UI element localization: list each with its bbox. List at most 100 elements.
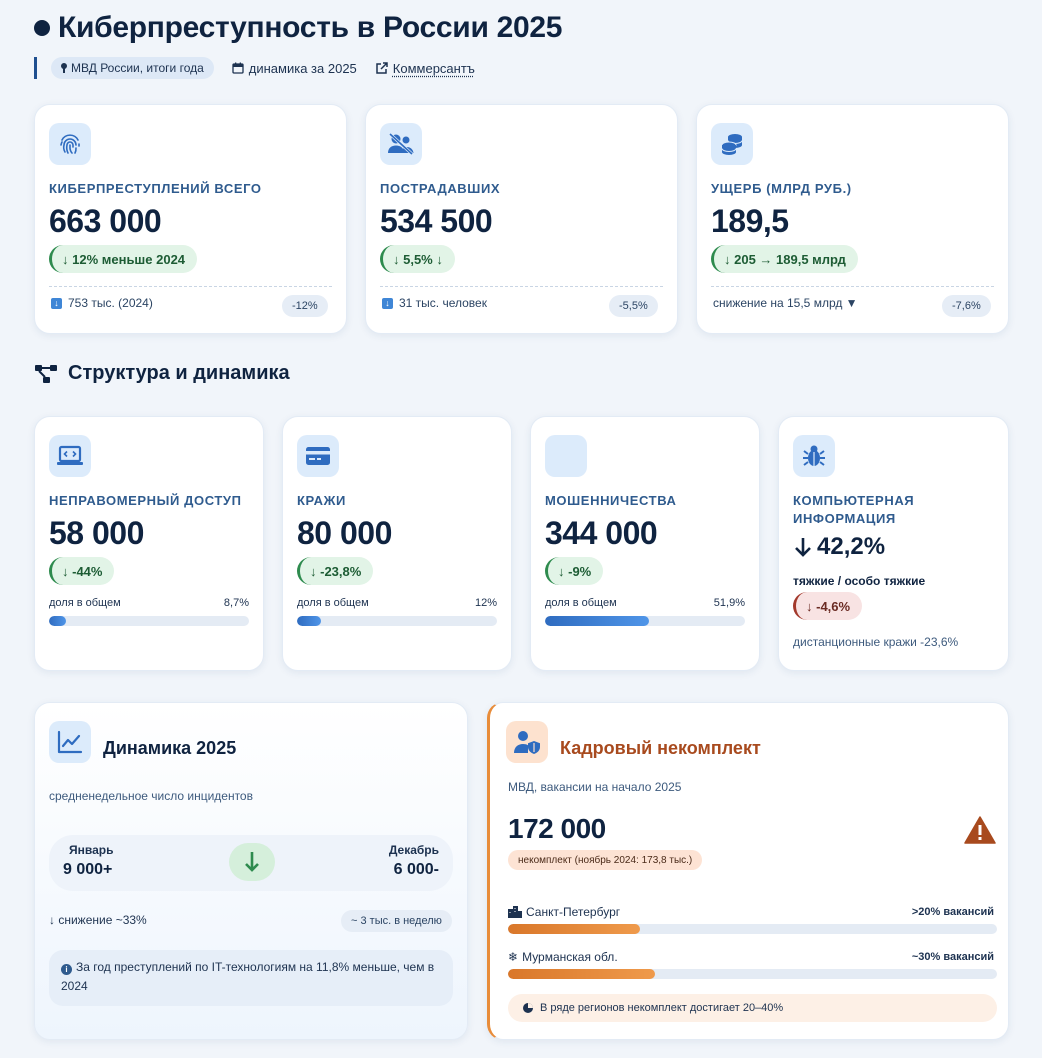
structure-label-line2: ИНФОРМАЦИЯ [793, 511, 896, 526]
title-bullet [34, 20, 50, 36]
kpi-footnote: ↓ 753 тыс. (2024) [51, 296, 153, 310]
section-heading: Структура и динамика [34, 362, 290, 385]
section-title: Структура и динамика [68, 362, 290, 384]
down-arrow-icon: ↓ [51, 297, 62, 309]
kpi-change-chip: ↓ 5,5% ↓ [380, 245, 455, 273]
kpi-value: 534 500 [380, 203, 493, 239]
structure-label: КРАЖИ [297, 493, 346, 508]
share-row: доля в общем 51,9% [545, 597, 745, 609]
structure-label-line1: КОМПЬЮТЕРНАЯ [793, 493, 915, 508]
structure-card-computer-info: КОМПЬЮТЕРНАЯ ИНФОРМАЦИЯ 42,2% тяжкие / о… [778, 416, 1009, 671]
kpi-label: ПОСТРАДАВШИХ [380, 181, 501, 196]
structure-value: 58 000 [49, 515, 144, 551]
computer-info-percent: 42,2% [817, 533, 886, 560]
staff-note-text: В ряде регионов некомплект достигает 20–… [540, 1002, 784, 1014]
staff-note: В ряде регионов некомплект достигает 20–… [508, 994, 997, 1022]
kpi-footnote-pill: -12% [282, 295, 328, 317]
share-row: доля в общем 8,7% [49, 597, 249, 609]
share-value: 8,7% [223, 597, 249, 609]
share-value: 51,9% [713, 597, 745, 609]
share-label: доля в общем [49, 597, 121, 609]
source-pill-label: МВД России, итоги года [71, 61, 204, 75]
down-arrow-icon: ↓ [382, 297, 393, 309]
share-row: доля в общем 12% [297, 597, 497, 609]
kpi-change-chip: ↓ 205 → 189,5 млрд [711, 245, 858, 273]
dynamics-title: Динамика 2025 [103, 738, 237, 758]
computer-info-value: 42,2% [793, 533, 885, 561]
region-name: Мурманская обл. [522, 950, 618, 964]
source-link[interactable]: Коммерсантъ [375, 61, 475, 76]
laptop-code-icon [49, 435, 91, 477]
page-title: Киберпреступность в России 2025 [58, 11, 563, 44]
end-month-value: 6 000- [393, 861, 439, 878]
kpi-value: 663 000 [49, 203, 162, 239]
dynamics-decline: ↓ снижение ~33% [49, 913, 147, 927]
structure-change-chip: ↓ -9% [545, 557, 604, 585]
period-label: динамика за 2025 [248, 60, 357, 76]
kpi-value: 189,5 [711, 203, 789, 239]
share-value: 12% [474, 597, 497, 609]
kpi-card-damage: УЩЕРБ (МЛРД РУБ.) 189,5 ↓ 205 → 189,5 мл… [696, 104, 1009, 334]
bug-icon [793, 435, 835, 477]
region-value: >20% вакансий [912, 906, 994, 918]
calendar-icon [232, 62, 244, 74]
structure-label: МОШЕННИЧЕСТВА [545, 493, 677, 508]
victims-icon [380, 123, 422, 165]
start-month-label: Январь [69, 843, 114, 857]
arrow-down-icon [795, 538, 811, 557]
fingerprint-icon [49, 123, 91, 165]
user-shield-icon [506, 721, 548, 763]
pie-chart-icon [523, 1003, 533, 1013]
staff-card: Кадровый некомплект МВД, вакансии на нач… [487, 702, 1009, 1040]
city-icon [508, 906, 522, 918]
region-value: ~30% вакансий [912, 951, 994, 963]
share-label: доля в общем [297, 597, 369, 609]
kpi-footnote-pill: -5,5% [609, 295, 658, 317]
structure-card-access: НЕПРАВОМЕРНЫЙ ДОСТУП 58 000 ↓ -44% доля … [34, 416, 264, 671]
computer-info-chip: ↓ -4,6% [793, 592, 863, 620]
kpi-footnote-text: снижение на 15,5 млрд ▼ [713, 296, 858, 310]
period-item: динамика за 2025 [232, 61, 357, 76]
share-bar [297, 616, 497, 626]
credit-card-icon [297, 435, 339, 477]
kpi-card-victims: ПОСТРАДАВШИХ 534 500 ↓ 5,5% ↓ ↓ 31 тыс. … [365, 104, 678, 334]
kpi-footnote-text: 31 тыс. человек [399, 296, 487, 310]
kpi-change-chip: ↓ 12% меньше 2024 [49, 245, 198, 273]
divider [380, 286, 663, 287]
share-bar-fill [297, 616, 321, 626]
pin-icon [61, 63, 67, 73]
external-link-icon [376, 61, 388, 74]
meta-row: МВД России, итоги года динамика за 2025 … [34, 56, 475, 80]
warning-icon [964, 816, 996, 844]
divider [49, 286, 332, 287]
dynamics-subtitle: средненедельное число инцидентов [49, 789, 253, 803]
structure-icon [35, 364, 57, 383]
structure-change-chip: ↓ -44% [49, 557, 115, 585]
computer-info-sub: тяжкие / особо тяжкие [793, 574, 926, 588]
structure-change-chip: ↓ -23,8% [297, 557, 374, 585]
share-bar [49, 616, 249, 626]
chart-line-icon [49, 721, 91, 763]
computer-info-note: дистанционные кражи -23,6% [793, 635, 959, 649]
structure-card-theft: КРАЖИ 80 000 ↓ -23,8% доля в общем 12% [282, 416, 512, 671]
dynamics-decline-pill: ~ 3 тыс. в неделю [341, 910, 452, 932]
kpi-footnote-text: 753 тыс. (2024) [68, 296, 153, 310]
dynamics-info-box: i За год преступлений по IT-технологиям н… [49, 950, 453, 1006]
region-bar [508, 969, 997, 979]
source-link-label[interactable]: Коммерсантъ [392, 60, 475, 76]
share-bar-fill [49, 616, 67, 626]
divider [711, 286, 994, 287]
staff-subtitle: МВД, вакансии на начало 2025 [508, 780, 682, 794]
region-label: Санкт-Петербург [508, 905, 620, 919]
page-header: Киберпреступность в России 2025 [34, 10, 562, 46]
kpi-card-total: КИБЕРПРЕСТУПЛЕНИЙ ВСЕГО 663 000 ↓ 12% ме… [34, 104, 347, 334]
structure-label: КОМПЬЮТЕРНАЯ ИНФОРМАЦИЯ [793, 492, 914, 528]
region-bar-fill [508, 969, 655, 979]
region-name: Санкт-Петербург [526, 905, 621, 919]
end-month-label: Декабрь [388, 843, 439, 857]
share-bar-fill [545, 616, 649, 626]
share-label: доля в общем [545, 597, 617, 609]
region-bar [508, 924, 997, 934]
staff-value: 172 000 [508, 813, 606, 844]
kpi-footnote: ↓ 31 тыс. человек [382, 296, 487, 310]
